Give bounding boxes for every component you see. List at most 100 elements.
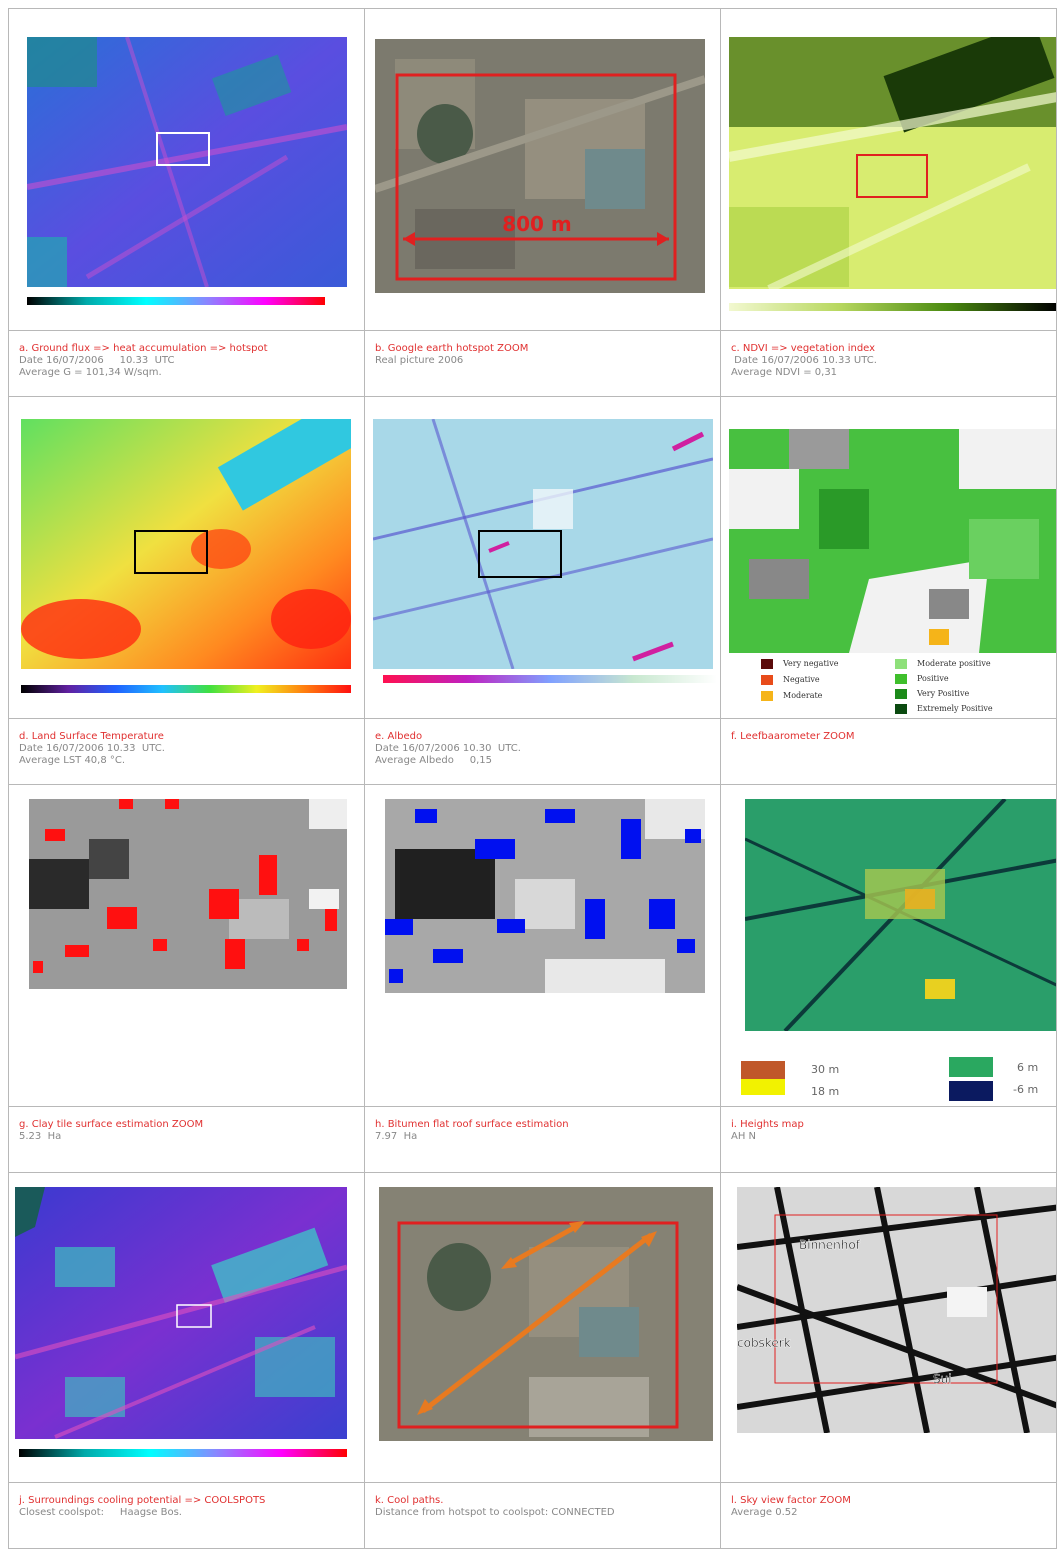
map-label: Binnenhof [799,1238,861,1252]
legend-label: Negative [783,675,820,684]
hotspot-box [856,154,928,198]
legend-label: Very Positive [917,689,970,698]
legend-swatch [895,659,907,669]
hotspot-box [478,530,562,578]
panel-d-caption: d. Land Surface Temperature Date 16/07/2… [9,719,365,785]
panel-h-title: h. Bitumen flat roof surface estimation [375,1119,569,1130]
legend-label: -6 m [1013,1083,1039,1096]
color-scale-bar [21,685,351,693]
legend-swatch [741,1079,785,1095]
legend-swatch [949,1057,993,1077]
panel-h-image-cell [365,785,721,1107]
panel-b-line1: Real picture 2006 [375,355,464,366]
hotspot-box [156,132,210,166]
panel-b-caption: b. Google earth hotspot ZOOM Real pictur… [365,331,721,397]
legend-swatch [895,704,907,714]
legend-swatch [895,674,907,684]
map-label: cobskerk [737,1336,791,1350]
panel-a-caption: a. Ground flux => heat accumulation => h… [9,331,365,397]
panel-k-caption: k. Cool paths. Distance from hotspot to … [365,1483,721,1549]
panel-c-line2: Average NDVI = 0,31 [731,367,838,378]
legend-swatch [761,659,773,669]
panel-i-image-cell: 30 m 18 m 6 m -6 m [721,785,1057,1107]
legend-label: 6 m [1017,1061,1039,1074]
sky-view-factor-map: Binnenhof cobskerk Sui [737,1187,1056,1433]
panel-k-title: k. Cool paths. [375,1495,444,1506]
panel-f-image-cell: Very negative Negative Moderate Moderate… [721,397,1057,719]
panel-l-caption: l. Sky view factor ZOOM Average 0.52 [721,1483,1057,1549]
panel-g-line1: 5.23 Ha [19,1131,62,1142]
panel-l-title: l. Sky view factor ZOOM [731,1495,851,1506]
hotspot-box [134,530,208,574]
panel-c-title: c. NDVI => vegetation index [731,343,876,354]
leefbaarometer-map [729,429,1056,653]
color-scale-bar [27,297,325,305]
google-earth-photo: 800 m [375,39,705,293]
panel-b-image-cell: 800 m [365,9,721,331]
color-scale-bar [383,675,717,683]
panel-g-title: g. Clay tile surface estimation ZOOM [19,1119,204,1130]
legend-swatch [895,689,907,699]
legend-swatch [741,1061,785,1079]
map-label: Sui [933,1372,952,1386]
panel-b-title: b. Google earth hotspot ZOOM [375,343,529,354]
panel-i-caption: i. Heights map AH N [721,1107,1057,1173]
clay-tile-map [29,799,347,989]
albedo-map [373,419,713,669]
panel-g-caption: g. Clay tile surface estimation ZOOM 5.2… [9,1107,365,1173]
panel-c-image-cell [721,9,1057,331]
legend-swatch [761,675,773,685]
panel-h-caption: h. Bitumen flat roof surface estimation … [365,1107,721,1173]
panel-i-title: i. Heights map [731,1119,804,1130]
scale-label: 800 m [502,212,572,236]
panel-i-line1: AH N [731,1131,757,1142]
panel-d-image-cell [9,397,365,719]
panel-g-image-cell [9,785,365,1107]
color-scale-bar [729,303,1056,311]
panel-j-title: j. Surroundings cooling potential => COO… [19,1495,266,1506]
panel-d-line1: Date 16/07/2006 10.33 UTC. [19,743,165,754]
panel-c-line1: Date 16/07/2006 10.33 UTC. [731,355,877,366]
ground-flux-map [27,37,347,287]
legend-label: Moderate positive [917,659,991,668]
figure-grid: 800 m a. Ground flux => heat accumulatio… [8,8,1057,1549]
panel-e-title: e. Albedo [375,731,423,742]
panel-j-image-cell [9,1173,365,1483]
panel-d-title: d. Land Surface Temperature [19,731,164,742]
lst-map [21,419,351,669]
panel-l-line1: Average 0.52 [731,1507,798,1518]
legend-label: Moderate [783,691,823,700]
panel-j-caption: j. Surroundings cooling potential => COO… [9,1483,365,1549]
legend-label: Very negative [783,659,839,668]
panel-a-line2: Average G = 101,34 W/sqm. [19,367,162,378]
legend-swatch [949,1081,993,1101]
legend-label: Extremely Positive [917,704,993,713]
legend-label: Positive [917,674,949,683]
panel-k-line1: Distance from hotspot to coolspot: CONNE… [375,1507,615,1518]
color-scale-bar [19,1449,347,1457]
panel-f-title: f. Leefbaarometer ZOOM [731,731,855,742]
panel-a-line1: Date 16/07/2006 10.33 UTC [19,355,175,366]
ndvi-map [729,37,1056,289]
panel-a-title: a. Ground flux => heat accumulation => h… [19,343,268,354]
cool-paths-photo [379,1187,713,1441]
legend-label: 30 m [811,1063,840,1076]
panel-e-caption: e. Albedo Date 16/07/2006 10.30 UTC. Ave… [365,719,721,785]
panel-f-caption: f. Leefbaarometer ZOOM [721,719,1057,785]
panel-l-image-cell: Binnenhof cobskerk Sui [721,1173,1057,1483]
legend-label: 18 m [811,1085,840,1098]
panel-d-line2: Average LST 40,8 °C. [19,755,126,766]
panel-c-caption: c. NDVI => vegetation index Date 16/07/2… [721,331,1057,397]
zoom-box [774,1214,998,1384]
hotspot-box [176,1304,212,1328]
panel-a-image-cell [9,9,365,331]
zoom-box [397,1221,679,1429]
panel-k-image-cell [365,1173,721,1483]
zoom-box [395,73,677,281]
panel-j-line1: Closest coolspot: Haagse Bos. [19,1507,182,1518]
bitumen-roof-map [385,799,705,993]
panel-e-line2: Average Albedo 0,15 [375,755,492,766]
panel-h-line1: 7.97 Ha [375,1131,418,1142]
coolspots-map [15,1187,347,1439]
panel-e-line1: Date 16/07/2006 10.30 UTC. [375,743,521,754]
